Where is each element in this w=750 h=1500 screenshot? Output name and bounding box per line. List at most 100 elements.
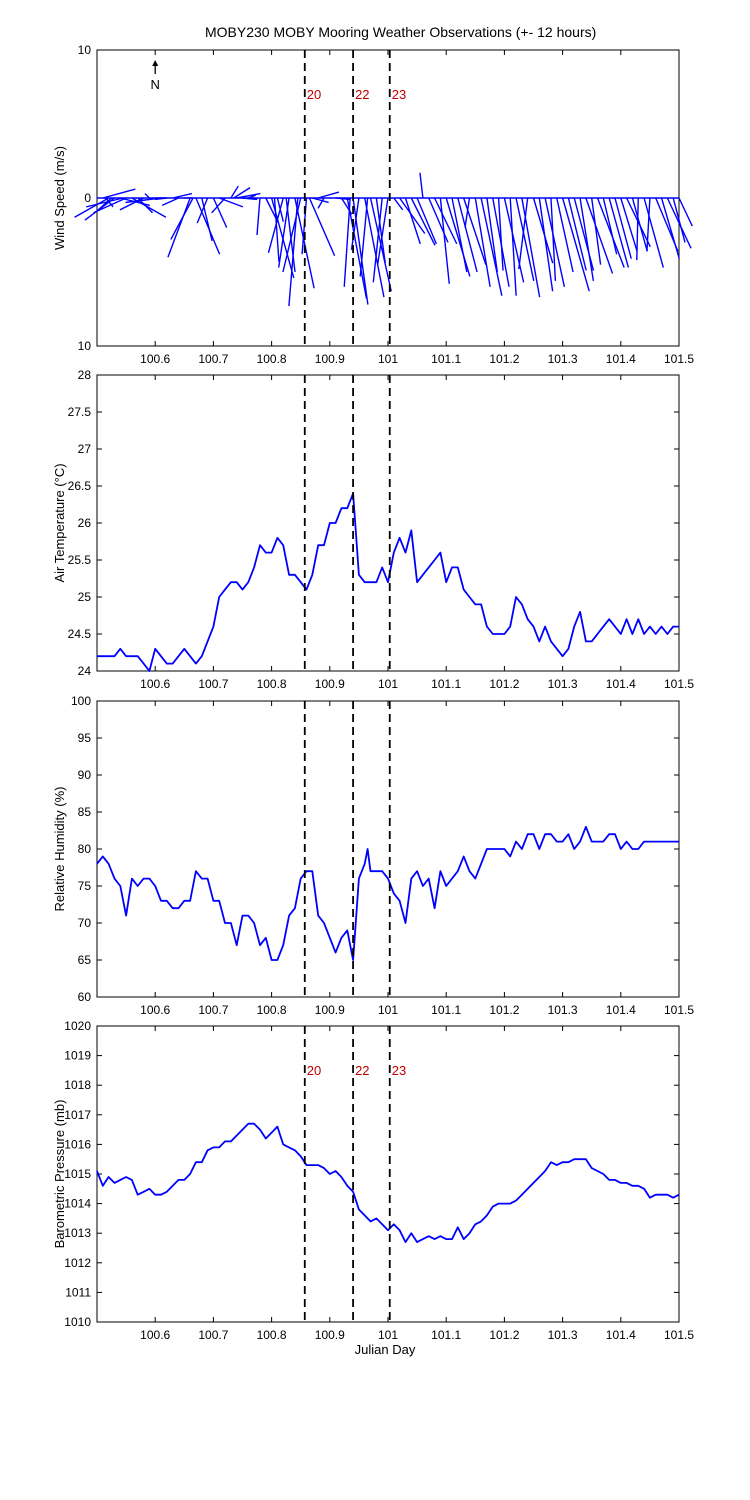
x-tick-label: 100.9 <box>315 1328 345 1342</box>
north-arrowhead-icon <box>152 60 159 66</box>
wind-vector <box>376 197 389 265</box>
y-tick-label: 0 <box>84 191 91 205</box>
wind-vector <box>346 197 368 299</box>
y-tick-label: 10 <box>78 339 92 353</box>
y-tick-label: 24.5 <box>68 627 92 641</box>
y-axis-label: Wind Speed (m/s) <box>52 146 67 250</box>
wind-vector <box>102 188 136 199</box>
y-tick-label: 28 <box>78 368 92 382</box>
y-tick-label: 25.5 <box>68 553 92 567</box>
wind-vector <box>503 197 525 283</box>
plot-area-3 <box>96 700 680 998</box>
y-tick-label: 27 <box>78 442 92 456</box>
x-tick-label: 100.7 <box>198 352 228 366</box>
y-tick-label: 24 <box>78 664 92 678</box>
x-tick-label: 100.6 <box>140 1003 170 1017</box>
wind-vector <box>172 192 193 199</box>
event-marker-label: 23 <box>392 87 406 102</box>
x-tick-label: 100.6 <box>140 677 170 691</box>
wind-vector <box>93 197 127 214</box>
x-tick-label: 101.3 <box>548 352 578 366</box>
wind-vector <box>631 197 648 252</box>
wind-vector <box>364 197 385 298</box>
y-tick-label: 25 <box>78 590 92 604</box>
x-tick-label: 100.9 <box>315 677 345 691</box>
x-tick-label: 101.4 <box>606 677 636 691</box>
y-tick-label: 1019 <box>64 1049 91 1063</box>
x-tick-label: 101.1 <box>431 1328 461 1342</box>
wind-vector <box>550 197 557 281</box>
x-tick-label: 100.8 <box>257 352 287 366</box>
x-tick-label: 101.5 <box>664 1003 694 1017</box>
y-axis-label: Air Temperature (°C) <box>52 463 67 582</box>
x-tick-label: 101.3 <box>548 677 578 691</box>
wind-vector <box>419 172 424 199</box>
wind-vector <box>596 197 625 268</box>
wind-vector <box>350 197 360 250</box>
wind-vector <box>404 197 421 245</box>
event-marker-label: 22 <box>355 87 369 102</box>
figure-title: MOBY230 MOBY Mooring Weather Observation… <box>205 24 597 40</box>
wind-vector <box>161 197 179 207</box>
x-tick-label: 100.7 <box>198 1003 228 1017</box>
y-tick-label: 65 <box>78 953 92 967</box>
wind-vector <box>352 197 369 305</box>
wind-vector <box>538 197 554 292</box>
wind-vector <box>317 197 325 209</box>
wind-vector <box>518 197 529 270</box>
x-tick-label: 101.2 <box>489 352 519 366</box>
y-tick-label: 10 <box>78 43 92 57</box>
wind-vector <box>236 192 261 199</box>
y-tick-label: 70 <box>78 916 92 930</box>
wind-vector <box>233 187 251 199</box>
wind-vector <box>561 197 590 292</box>
event-marker-label: 22 <box>355 1063 369 1078</box>
event-marker-label: 20 <box>307 87 321 102</box>
wind-vector <box>393 197 404 211</box>
wind-vector <box>212 197 228 228</box>
y-tick-label: 1010 <box>64 1315 91 1329</box>
wind-vector <box>256 197 261 236</box>
wind-vector <box>515 197 535 282</box>
x-tick-label: 101.2 <box>489 1003 519 1017</box>
wind-vector <box>660 197 680 259</box>
wind-vector <box>591 197 602 265</box>
wind-vector <box>497 197 504 271</box>
wind-vector <box>509 197 517 296</box>
wind-vector <box>585 197 614 274</box>
y-axis-label: Barometric Pressure (mb) <box>52 1100 67 1249</box>
wind-vector <box>196 197 209 224</box>
y-tick-label: 60 <box>78 990 92 1004</box>
x-tick-label: 101.2 <box>489 1328 519 1342</box>
y-tick-label: 1015 <box>64 1167 91 1181</box>
wind-vector <box>195 197 221 255</box>
event-marker-label: 20 <box>307 1063 321 1078</box>
y-tick-label: 1020 <box>64 1019 91 1033</box>
x-tick-label: 101 <box>378 677 398 691</box>
wind-vector <box>602 197 618 255</box>
wind-vector <box>278 197 290 268</box>
x-tick-label: 101.1 <box>431 1003 461 1017</box>
wind-vector <box>167 197 191 258</box>
wind-vector <box>399 197 426 234</box>
wind-vector <box>474 197 491 287</box>
y-tick-label: 26.5 <box>68 479 92 493</box>
wind-vector <box>480 197 503 296</box>
x-tick-label: 101.2 <box>489 677 519 691</box>
y-tick-label: 95 <box>78 731 92 745</box>
wind-vector <box>636 197 639 261</box>
plot-area-2 <box>96 374 680 672</box>
y-tick-label: 100 <box>71 694 91 708</box>
wind-vector <box>556 197 574 273</box>
wind-vector <box>294 197 315 289</box>
y-tick-label: 1018 <box>64 1078 91 1092</box>
wind-vector <box>678 197 693 227</box>
x-tick-label: 101.5 <box>664 352 694 366</box>
x-tick-label: 100.7 <box>198 1328 228 1342</box>
wind-vector <box>359 197 369 277</box>
wind-vector <box>608 197 630 268</box>
wind-vector <box>154 197 167 201</box>
wind-vector <box>230 185 239 199</box>
wind-vector <box>86 197 124 208</box>
data-series-line <box>96 825 679 961</box>
